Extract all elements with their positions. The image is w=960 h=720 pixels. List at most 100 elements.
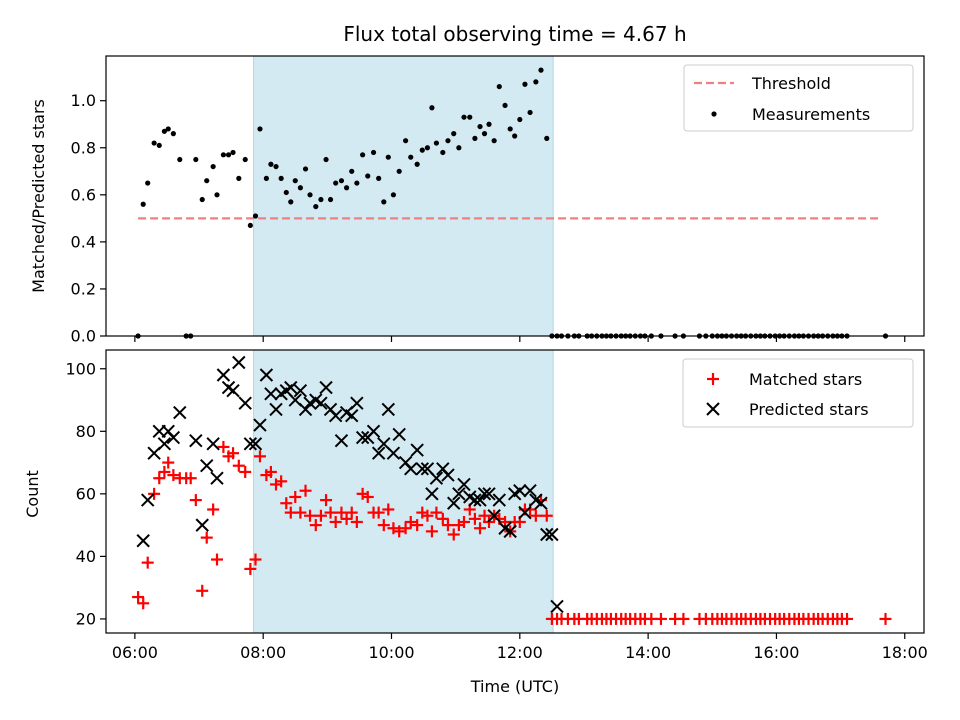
measurement-point xyxy=(381,199,387,205)
measurement-point xyxy=(327,196,334,203)
matched-point xyxy=(141,556,154,569)
measurement-point xyxy=(445,138,451,144)
matched-point xyxy=(294,506,307,519)
measurement-point xyxy=(522,81,528,87)
measurement-point xyxy=(433,140,440,146)
matched-point xyxy=(158,465,171,478)
measurement-point xyxy=(297,185,303,191)
measurement-point xyxy=(491,138,497,144)
measurement-point xyxy=(292,178,298,184)
matched-point xyxy=(253,450,266,463)
matched-point xyxy=(232,459,245,472)
matched-point xyxy=(314,509,327,522)
matched-point xyxy=(447,528,460,541)
predicted-point xyxy=(468,493,482,507)
matched-point xyxy=(377,519,390,532)
predicted-point xyxy=(392,427,406,442)
matched-point xyxy=(425,525,438,538)
matched-point xyxy=(529,509,542,522)
measurement-point xyxy=(414,161,420,167)
ratio-legend: Threshold Measurements xyxy=(683,64,914,132)
measurement-point xyxy=(365,173,371,179)
measurement-point xyxy=(273,163,279,170)
threshold-legend-label: Threshold xyxy=(751,74,831,93)
matched-point xyxy=(309,519,322,532)
matched-point xyxy=(189,494,202,507)
measurements-legend-label: Measurements xyxy=(752,105,870,124)
matched-point xyxy=(468,512,481,525)
matched-legend-label: Matched stars xyxy=(749,370,862,389)
ratio-ytick-label: 1.0 xyxy=(71,91,96,110)
matched-point xyxy=(372,506,385,519)
measurement-point xyxy=(512,133,518,139)
matched-point xyxy=(304,509,317,522)
ratio-panel-frame xyxy=(105,55,925,337)
matched-point xyxy=(184,472,197,485)
predicted-point xyxy=(216,368,231,382)
predicted-point xyxy=(350,396,364,410)
measurement-point xyxy=(408,154,414,160)
count-xtick-label: 18:00 xyxy=(882,643,928,662)
chart-title: Flux total observing time = 4.67 h xyxy=(343,22,686,46)
measurement-point xyxy=(376,175,382,181)
predicted-point xyxy=(345,408,359,423)
measurement-point xyxy=(278,175,284,181)
measurement-point xyxy=(385,154,391,160)
ratio-ylabel: Matched/Predicted stars xyxy=(29,99,48,293)
matched-point xyxy=(264,465,277,478)
matched-point xyxy=(436,512,449,525)
matched-point xyxy=(421,509,434,522)
measurement-point xyxy=(151,140,157,146)
count-legend-box xyxy=(682,358,914,428)
predicted-legend-label: Predicted stars xyxy=(749,400,869,419)
measurement-point xyxy=(396,168,402,174)
predicted-point xyxy=(206,437,220,451)
matched-point xyxy=(340,512,353,525)
matched-point xyxy=(350,515,363,528)
predicted-point xyxy=(284,380,298,395)
ratio-ytick-label: 0.0 xyxy=(71,327,96,346)
measurements-legend-swatch xyxy=(711,111,717,117)
count-xtick-label: 12:00 xyxy=(497,643,543,662)
ratio-ytick-label: 0.8 xyxy=(71,138,96,157)
predicted-point xyxy=(473,493,487,507)
measurement-point xyxy=(486,121,492,127)
measurement-point xyxy=(544,135,550,141)
predicted-point xyxy=(195,518,209,532)
predicted-point xyxy=(136,534,150,548)
predicted-point xyxy=(404,462,418,476)
matched-point xyxy=(457,515,470,528)
measurement-point xyxy=(247,222,253,229)
measurement-point xyxy=(496,83,502,90)
matched-point xyxy=(217,440,230,453)
measurement-point xyxy=(140,201,146,207)
matched-point xyxy=(654,612,667,625)
measurement-point xyxy=(313,203,319,210)
predicted-point xyxy=(523,484,537,498)
measurement-point xyxy=(461,114,467,120)
predicted-point xyxy=(259,368,274,382)
matched-point xyxy=(411,519,424,532)
predicted-point xyxy=(319,380,333,395)
count-ytick-label: 60 xyxy=(76,484,96,503)
predicted-point xyxy=(248,437,263,451)
predicted-point xyxy=(492,493,506,507)
predicted-point xyxy=(293,383,308,398)
measurement-point xyxy=(225,152,232,158)
predicted-legend-swatch xyxy=(706,402,720,416)
matched-point xyxy=(382,503,395,516)
matched-point xyxy=(132,591,145,604)
count-panel-frame xyxy=(105,349,925,634)
predicted-point xyxy=(429,471,444,485)
predicted-point xyxy=(269,402,283,417)
predicted-point xyxy=(487,509,501,523)
predicted-point xyxy=(140,493,155,507)
measurement-point xyxy=(451,131,457,137)
measurement-point xyxy=(333,180,339,186)
predicted-point xyxy=(366,424,381,439)
measurement-point xyxy=(307,192,313,198)
predicted-point xyxy=(550,599,564,614)
predicted-point xyxy=(166,430,181,445)
measurement-point xyxy=(472,135,478,141)
